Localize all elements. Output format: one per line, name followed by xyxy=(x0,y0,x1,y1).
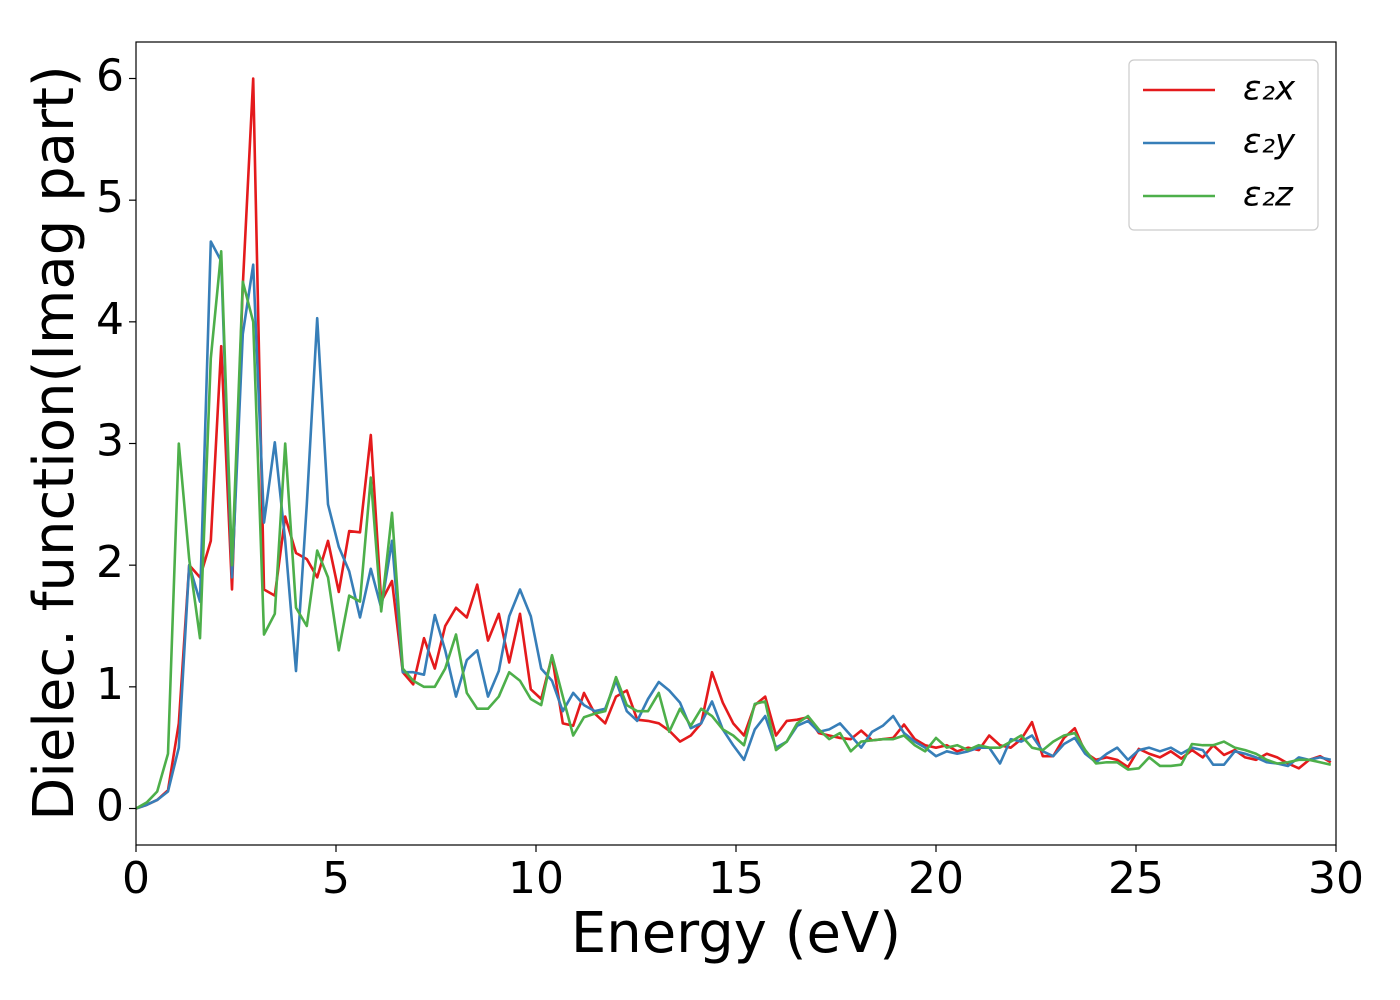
y-tick-label: 4 xyxy=(96,294,124,345)
plot-lines xyxy=(136,77,1332,810)
y-tick-label: 0 xyxy=(96,781,124,832)
x-tick-label: 30 xyxy=(1308,853,1364,904)
x-tick-label: 5 xyxy=(322,853,350,904)
y-axis-label: Dielec. function(Imag part) xyxy=(22,65,87,821)
y-tick-label: 2 xyxy=(96,537,124,588)
x-tick-label: 15 xyxy=(708,853,764,904)
data-line xyxy=(136,249,1332,810)
legend-box xyxy=(1128,59,1319,231)
data-line xyxy=(136,77,1332,810)
legend-label: ε₂y xyxy=(1243,122,1296,162)
x-tick-label: 10 xyxy=(508,853,564,904)
y-tick-label: 6 xyxy=(96,51,124,102)
x-tick-label: 0 xyxy=(122,853,150,904)
y-tick-label: 1 xyxy=(96,659,124,710)
x-axis-label: Energy (eV) xyxy=(571,901,901,966)
y-tick-label: 3 xyxy=(96,416,124,467)
legend-label: ε₂x xyxy=(1243,69,1296,109)
data-line xyxy=(136,240,1332,810)
x-tick-label: 25 xyxy=(1108,853,1164,904)
y-tick-label: 5 xyxy=(96,172,124,223)
legend-label: ε₂z xyxy=(1243,175,1294,215)
x-tick-label: 20 xyxy=(908,853,964,904)
